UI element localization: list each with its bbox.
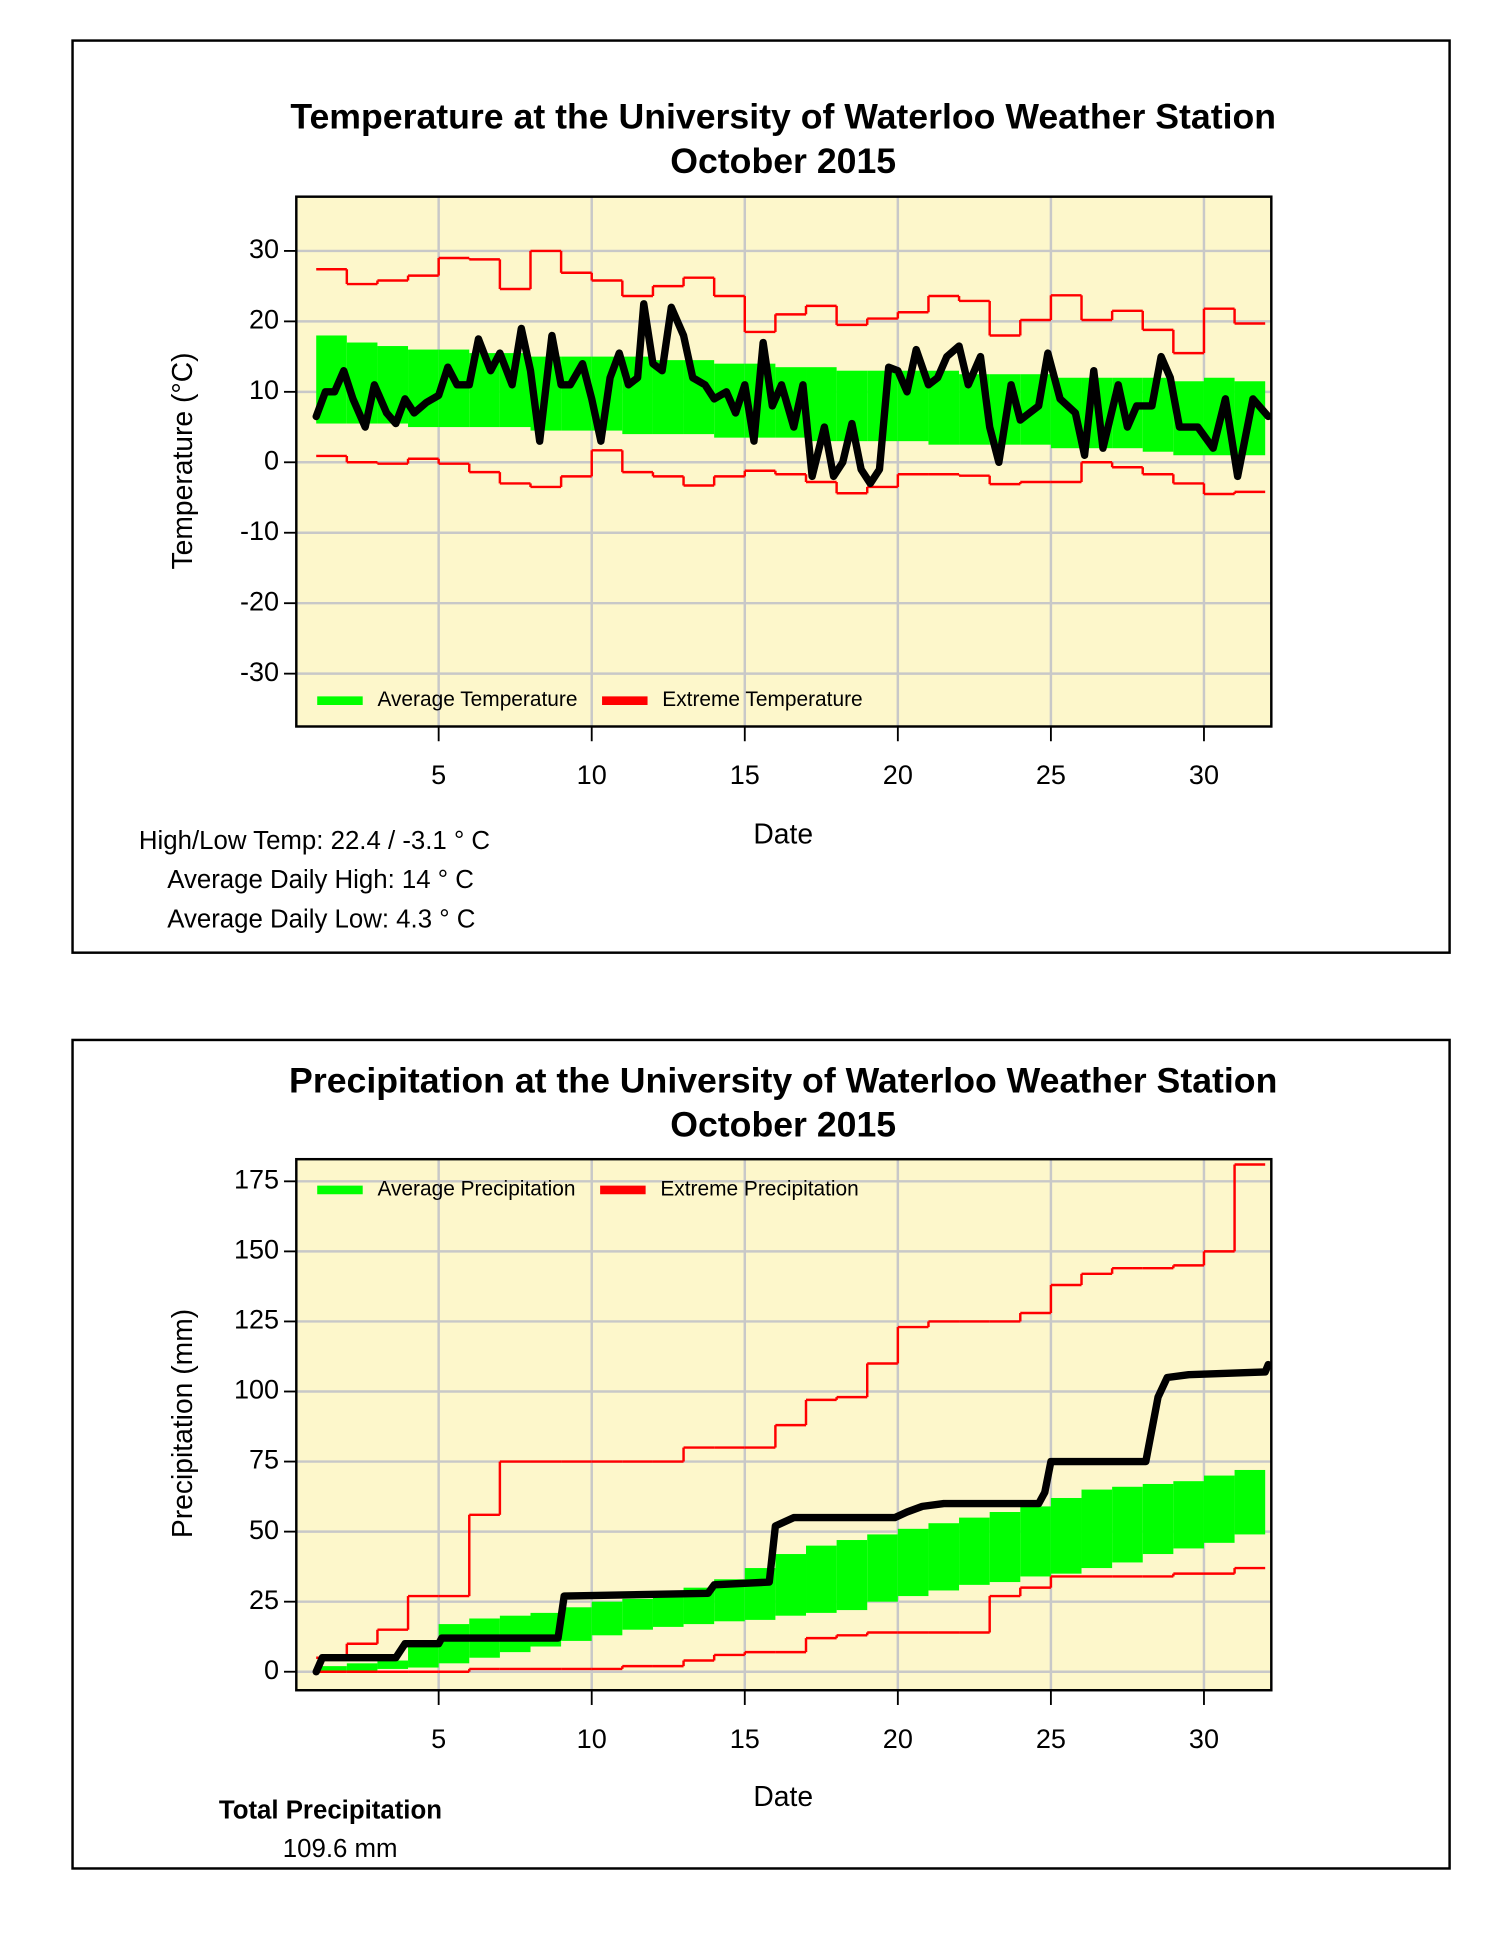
y-axis-label: Temperature (°C) [166,352,198,569]
x-tick-label: 25 [1036,1724,1066,1754]
x-tick-label: 15 [730,760,760,790]
average-band [438,1624,470,1664]
x-axis-label: Date [753,1780,813,1812]
x-tick-label: 15 [730,1724,760,1754]
average-band [377,1660,409,1669]
x-tick-label: 5 [431,760,446,790]
annotation: Average Daily Low: 4.3 ° C [167,906,475,934]
y-axis-label: Precipitation (mm) [166,1309,198,1538]
annotation: High/Low Temp: 22.4 / -3.1 ° C [139,827,490,855]
y-tick-label: -20 [240,586,279,616]
average-band [989,1512,1021,1583]
average-band [1112,1486,1143,1563]
x-tick-label: 20 [883,760,913,790]
average-band [897,1528,929,1597]
x-axis-label: Date [753,817,813,849]
average-band [1203,1475,1235,1543]
observed-line [312,300,1272,488]
y-tick-label: 0 [264,445,279,475]
average-band [959,1517,990,1585]
x-tick-label: 20 [883,1724,913,1754]
plot-frame [295,195,1273,728]
y-tick-label: -10 [240,516,279,546]
chart-title: Precipitation at the University of Water… [289,1060,1277,1100]
x-tick-label: 30 [1189,760,1219,790]
plot-frame [295,1157,1273,1692]
average-band [928,1523,960,1591]
average-band [1081,1489,1113,1569]
y-tick-label: 125 [234,1305,279,1335]
legend-label: Average Temperature [377,688,577,711]
average-band [1050,1497,1082,1574]
average-band [591,1601,623,1636]
annotation: 109.6 mm [283,1835,398,1863]
average-band [806,1545,837,1613]
x-tick-label: 10 [577,760,607,790]
chart-title: Temperature at the University of Waterlo… [290,97,1276,137]
legend-label: Extreme Precipitation [660,1177,858,1200]
annotation: Average Daily High: 14 ° C [167,866,474,894]
average-band [316,1666,347,1672]
average-band [1234,1469,1266,1535]
panel-frame [71,1038,1451,1870]
y-tick-label: 30 [249,234,279,264]
average-band [1173,1481,1204,1549]
average-band [652,360,684,435]
legend-label: Extreme Temperature [662,688,862,711]
average-band [836,1540,868,1611]
y-tick-label: 100 [234,1375,279,1405]
y-tick-label: 25 [249,1585,279,1615]
panel-frame [71,39,1451,954]
average-band [652,1596,684,1627]
chart-subtitle: October 2015 [670,1105,896,1145]
average-band [775,1554,807,1616]
x-tick-label: 30 [1189,1724,1219,1754]
x-tick-label: 25 [1036,760,1066,790]
average-band [346,1663,378,1672]
chart-subtitle: October 2015 [670,141,896,181]
y-tick-label: 75 [249,1445,279,1475]
average-band [408,1646,439,1668]
plot-layer [316,1163,1266,1673]
average-band [561,1607,592,1641]
annotation: Total Precipitation [219,1797,442,1825]
y-tick-label: 20 [249,305,279,335]
y-tick-label: 50 [249,1515,279,1545]
observed-line [312,1360,1272,1676]
y-tick-label: 10 [249,375,279,405]
x-tick-label: 5 [431,1724,446,1754]
y-tick-label: 0 [264,1655,279,1685]
average-band [1142,1483,1174,1555]
average-band [622,1598,653,1630]
average-band [867,1534,898,1602]
average-band [499,1615,531,1653]
y-tick-label: 175 [234,1164,279,1194]
y-tick-label: 150 [234,1235,279,1265]
average-band [1020,1506,1051,1577]
x-tick-label: 10 [577,1724,607,1754]
y-tick-label: -30 [240,657,279,687]
legend-label: Average Precipitation [377,1177,575,1200]
